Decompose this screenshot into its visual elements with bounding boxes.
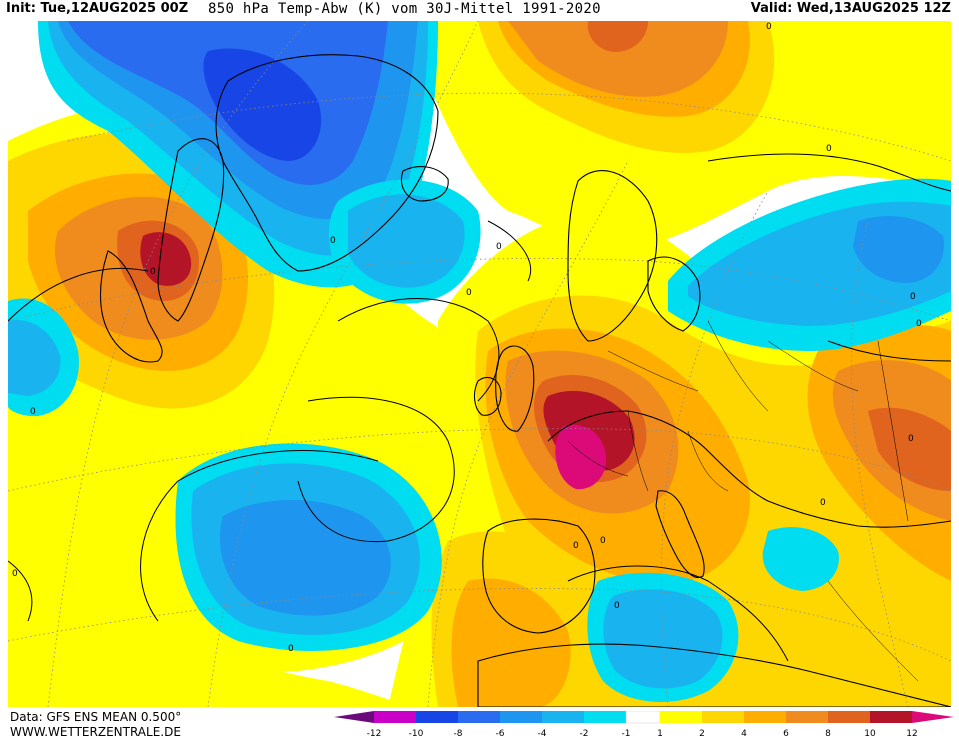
africa-coast: [477, 643, 951, 707]
footer-credits: Data: GFS ENS MEAN 0.500° WWW.WETTERZENT…: [10, 710, 181, 740]
mainland-europe-coast: [547, 410, 951, 528]
contour-label: 0: [908, 434, 914, 444]
contour-label: 0: [916, 319, 922, 329]
contour-label: 0: [614, 601, 620, 611]
borders: [567, 320, 919, 682]
field-neg-2-west-edge: [8, 320, 61, 396]
legend-swatch: [458, 711, 500, 723]
coastlines: [99, 54, 951, 707]
legend-label: 10: [864, 729, 876, 739]
color-legend: -12 -10 -8 -6 -4 -2 -1 1 2 4 6 8 10 12: [334, 711, 954, 739]
ireland-coast: [473, 376, 502, 416]
temperature-anomaly-map: 0 0 0 0 0 0 0 0 0 0 0 0 0 0 0 0: [8, 21, 951, 707]
legend-label: 6: [783, 729, 789, 739]
legend-label: 12: [906, 729, 917, 739]
legend-swatch: [542, 711, 584, 723]
website-label: WWW.WETTERZENTRALE.DE: [10, 725, 181, 739]
field-neg-4-atlantic: [219, 499, 391, 616]
italy-coast: [655, 490, 705, 578]
contour-label: 0: [30, 407, 36, 417]
contour-label: 0: [826, 144, 832, 154]
legend-swatch: [744, 711, 786, 723]
graticule: [8, 21, 951, 707]
field-neg-8-greenland: [203, 48, 322, 161]
contour-label: 0: [12, 569, 18, 579]
legend-swatch: [584, 711, 626, 723]
contour-label: 0: [496, 242, 502, 252]
legend-label: -6: [496, 729, 505, 739]
legend-label: -1: [622, 729, 631, 739]
contour-label: 0: [150, 267, 156, 277]
field-neg-1-black-sea: [762, 527, 839, 591]
legend-label: 4: [741, 729, 747, 739]
legend-swatch: [828, 711, 870, 723]
baffin-coast: [157, 138, 225, 322]
legend-swatch: [786, 711, 828, 723]
init-time: Init: Tue,12AUG2025 00Z: [6, 1, 189, 16]
scandinavia-coast: [567, 170, 658, 342]
legend-swatch-gt-12: [912, 711, 954, 723]
field-pos-1-southwest: [8, 581, 408, 707]
legend-label: -2: [580, 729, 589, 739]
legend-label: 2: [699, 729, 705, 739]
legend-swatch: [416, 711, 458, 723]
legend-swatch: [702, 711, 744, 723]
footer-bar: Data: GFS ENS MEAN 0.500° WWW.WETTERZENT…: [0, 708, 959, 741]
field-pos-10-canada: [140, 232, 192, 286]
greenland-coast: [215, 54, 439, 272]
contour-label-group: 0 0 0 0 0 0 0 0 0 0 0 0 0 0 0 0: [12, 22, 922, 654]
contour-label: 0: [288, 644, 294, 654]
legend-swatch: [500, 711, 542, 723]
field-pos-8-east: [868, 407, 951, 491]
contour-label: 0: [573, 541, 579, 551]
field-pos-4-iberia: [451, 578, 571, 707]
field-neg-4-russia: [853, 216, 944, 283]
legend-label: -8: [454, 729, 463, 739]
legend-swatch: [660, 711, 702, 723]
iberia-coast: [482, 518, 596, 634]
contour-label: 0: [600, 536, 606, 546]
iceland-coast: [401, 166, 449, 202]
header-bar: Init: Tue,12AUG2025 00Z 850 hPa Temp-Abw…: [0, 0, 959, 20]
legend-label: 1: [657, 729, 663, 739]
legend-label: -4: [538, 729, 547, 739]
legend-label: 8: [825, 729, 831, 739]
contour-label: 0: [466, 288, 472, 298]
data-source-label: Data: GFS ENS MEAN 0.500°: [10, 710, 182, 724]
labrador-coast: [99, 250, 163, 363]
valid-time: Valid: Wed,13AUG2025 12Z: [750, 1, 951, 16]
map-title: 850 hPa Temp-Abw (K) vom 30J-Mittel 1991…: [208, 1, 601, 17]
legend-swatch: [870, 711, 912, 723]
legend-label: -10: [409, 729, 424, 739]
contour-label: 0: [910, 292, 916, 302]
zero-contours: [8, 153, 951, 662]
legend-label: -12: [367, 729, 382, 739]
field-pos-6-nscand: [508, 21, 728, 97]
baltic-coast: [647, 256, 701, 332]
field-pos-12-france: [555, 424, 607, 490]
contour-label: 0: [766, 22, 772, 32]
field-pos-8-nscand: [587, 21, 648, 52]
legend-swatch: [374, 711, 416, 723]
legend-swatch-lt-minus12: [334, 711, 374, 723]
contour-label: 0: [820, 498, 826, 508]
legend-swatch-neutral: [625, 711, 661, 724]
contour-label: 0: [330, 236, 336, 246]
